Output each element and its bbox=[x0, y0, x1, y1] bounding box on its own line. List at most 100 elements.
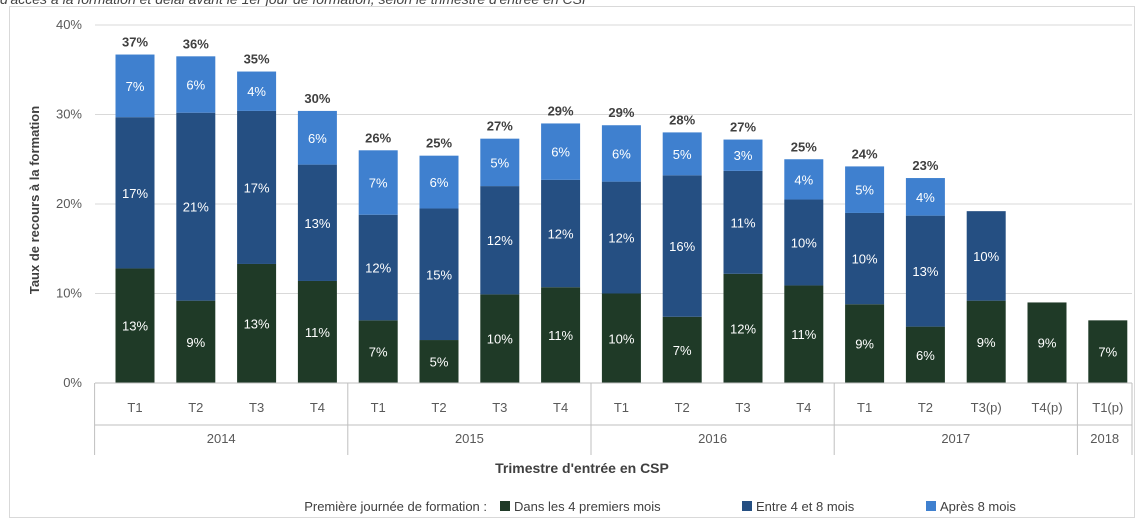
legend-label: Après 8 mois bbox=[940, 499, 1016, 514]
total-label: 36% bbox=[183, 36, 209, 51]
x-group-label: 2018 bbox=[1090, 431, 1119, 446]
bar-stack: 6% 13% 4% 23% bbox=[905, 158, 945, 383]
data-label: 4% bbox=[247, 84, 266, 99]
data-label: 6% bbox=[916, 348, 935, 363]
bar-segment bbox=[480, 294, 520, 383]
bar-stack: 11% 13% 6% 30% bbox=[297, 91, 337, 383]
data-label: 6% bbox=[430, 175, 449, 190]
x-group-label: 2014 bbox=[207, 431, 236, 446]
x-group-label: 2017 bbox=[941, 431, 970, 446]
legend: Première journée de formation : Dans les … bbox=[304, 499, 1016, 514]
data-label: 16% bbox=[669, 239, 695, 254]
total-label: 37% bbox=[122, 35, 148, 50]
legend-swatch bbox=[926, 501, 936, 511]
bar-segment bbox=[541, 287, 581, 383]
data-label: 5% bbox=[673, 147, 692, 162]
data-label: 13% bbox=[304, 216, 330, 231]
bar-segment bbox=[237, 263, 277, 383]
bar-segment bbox=[845, 166, 885, 213]
data-label: 11% bbox=[548, 328, 573, 343]
bar-stack: 12% 11% 3% 27% bbox=[723, 120, 763, 383]
bar-segment bbox=[905, 326, 945, 383]
data-label: 4% bbox=[916, 190, 935, 205]
bar-segment bbox=[723, 170, 763, 274]
bar-segment bbox=[358, 214, 398, 321]
bar-segment bbox=[115, 117, 155, 269]
legend-item: Après 8 mois bbox=[926, 499, 1016, 514]
y-axis-title: Taux de recours à la formation bbox=[27, 106, 42, 294]
bar-segment bbox=[1088, 320, 1128, 383]
bar-segment bbox=[601, 125, 641, 182]
bar-stack: 7% 12% 7% 26% bbox=[358, 130, 398, 383]
bar-segment bbox=[176, 112, 216, 301]
bar-segment bbox=[723, 139, 763, 171]
bar-segment bbox=[358, 320, 398, 383]
data-label: 17% bbox=[244, 180, 270, 195]
bar-segment bbox=[237, 71, 277, 111]
bar-segment bbox=[784, 159, 824, 200]
data-label: 4% bbox=[794, 172, 813, 187]
bar-segment bbox=[480, 186, 520, 295]
total-label: 27% bbox=[730, 120, 756, 135]
total-label: 29% bbox=[608, 105, 634, 120]
data-label: 13% bbox=[122, 319, 148, 334]
data-label: 11% bbox=[305, 325, 330, 340]
total-label: 27% bbox=[487, 119, 513, 134]
legend-swatch bbox=[500, 501, 510, 511]
bar-segment bbox=[905, 215, 945, 327]
legend-label: Dans les 4 premiers mois bbox=[514, 499, 661, 514]
data-label: 5% bbox=[490, 155, 509, 170]
data-label: 5% bbox=[855, 183, 874, 198]
data-label: 11% bbox=[730, 215, 755, 230]
x-tick-label: T2 bbox=[675, 400, 690, 415]
data-label: 6% bbox=[308, 131, 327, 146]
data-label: 17% bbox=[122, 186, 148, 201]
bar-segment bbox=[723, 273, 763, 383]
data-label: 10% bbox=[791, 235, 817, 250]
bar-segment bbox=[297, 110, 337, 165]
data-label: 7% bbox=[369, 176, 388, 191]
bar-segment bbox=[845, 212, 885, 305]
bar-segment bbox=[541, 179, 581, 288]
bar-segment bbox=[176, 56, 216, 113]
x-tick-label: T4 bbox=[553, 400, 568, 415]
bar-stack: 11% 12% 6% 29% bbox=[541, 103, 581, 383]
bar-segment bbox=[662, 316, 702, 383]
bar-segment bbox=[966, 300, 1006, 383]
bar-stack: 10% 12% 6% 29% bbox=[601, 105, 641, 383]
x-group-label: 2016 bbox=[698, 431, 727, 446]
bar-segment bbox=[662, 132, 702, 176]
bar-segment bbox=[419, 208, 459, 341]
data-label: 7% bbox=[1098, 345, 1117, 360]
bar-segment bbox=[480, 138, 520, 187]
data-label: 7% bbox=[369, 345, 388, 360]
data-label: 13% bbox=[912, 264, 938, 279]
bar-segment bbox=[1027, 302, 1067, 383]
x-tick-label: T2 bbox=[188, 400, 203, 415]
bar-segment bbox=[601, 181, 641, 294]
data-label: 9% bbox=[855, 337, 874, 352]
bar-segment bbox=[115, 268, 155, 383]
data-label: 10% bbox=[608, 331, 634, 346]
data-label: 12% bbox=[365, 261, 391, 276]
legend-prefix: Première journée de formation : bbox=[304, 499, 487, 514]
y-tick-label: 0% bbox=[63, 375, 82, 390]
bar-segment bbox=[845, 304, 885, 383]
total-label: 23% bbox=[912, 158, 938, 173]
bar-segment bbox=[662, 175, 702, 317]
data-label: 9% bbox=[186, 335, 205, 350]
data-label: 7% bbox=[673, 343, 692, 358]
data-label: 11% bbox=[791, 327, 816, 342]
legend-item: Dans les 4 premiers mois bbox=[500, 499, 661, 514]
x-tick-label: T1 bbox=[371, 400, 386, 415]
data-label: 12% bbox=[548, 227, 574, 242]
data-label: 10% bbox=[487, 332, 513, 347]
y-tick-label: 10% bbox=[56, 286, 82, 301]
bar-stack: 11% 10% 4% 25% bbox=[784, 139, 824, 383]
x-tick-label: T2 bbox=[431, 400, 446, 415]
x-tick-label: T4(p) bbox=[1031, 400, 1062, 415]
bar-stack: 13% 17% 4% 35% bbox=[237, 52, 277, 383]
bar-segment bbox=[115, 54, 155, 118]
legend-label: Entre 4 et 8 mois bbox=[756, 499, 855, 514]
bar-stack: 10% 12% 5% 27% bbox=[480, 119, 520, 383]
